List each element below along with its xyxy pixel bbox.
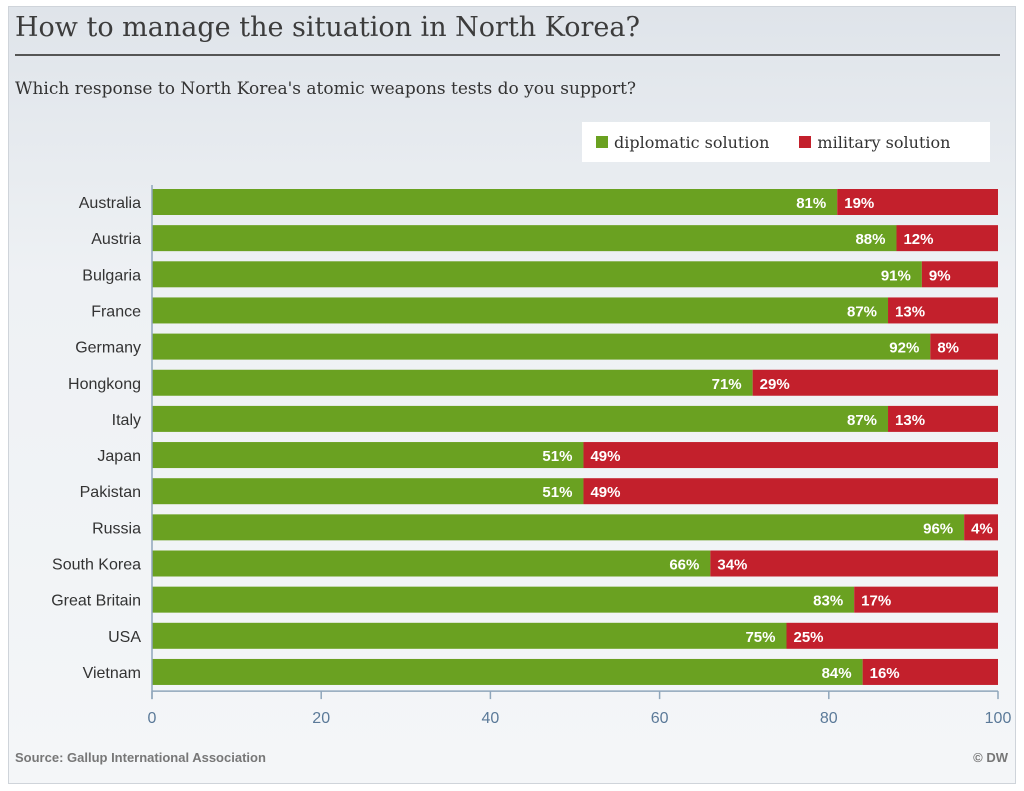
- bar-diplomatic: [152, 658, 863, 685]
- bar-diplomatic: [152, 550, 711, 577]
- data-label-diplomatic: 71%: [712, 376, 742, 393]
- bar-diplomatic: [152, 586, 855, 613]
- data-label-military: 13%: [895, 412, 925, 429]
- legend-swatch-military: [799, 136, 812, 148]
- bar-military: [862, 658, 998, 685]
- data-label-diplomatic: 51%: [542, 484, 572, 501]
- bar-military: [583, 442, 998, 469]
- data-label-military: 16%: [870, 665, 900, 682]
- bar-military: [854, 586, 998, 613]
- data-label-military: 25%: [794, 629, 824, 646]
- category-label: Russia: [92, 520, 141, 537]
- bar-military: [964, 514, 998, 541]
- bar-diplomatic: [152, 369, 753, 396]
- category-label: Pakistan: [80, 484, 141, 501]
- bar-military: [888, 405, 998, 432]
- bar-diplomatic: [152, 478, 584, 505]
- category-label: Great Britain: [51, 593, 141, 610]
- category-label: Japan: [97, 448, 141, 465]
- bar-diplomatic: [152, 189, 838, 215]
- bar-diplomatic: [152, 333, 931, 360]
- x-tick-label: 40: [482, 710, 500, 727]
- bar-military: [888, 297, 998, 324]
- data-label-military: 13%: [895, 303, 925, 320]
- bar-diplomatic: [152, 261, 922, 288]
- data-label-military: 49%: [590, 448, 620, 465]
- data-label-military: 12%: [903, 231, 933, 248]
- data-label-military: 19%: [844, 195, 874, 212]
- data-label-diplomatic: 87%: [847, 303, 877, 320]
- bar-diplomatic: [152, 225, 897, 252]
- data-label-diplomatic: 84%: [822, 665, 852, 682]
- title-divider: [15, 54, 1000, 56]
- bar-military: [583, 478, 998, 505]
- x-tick-label: 100: [985, 710, 1012, 727]
- copyright-credit: © DW: [973, 750, 1008, 765]
- data-label-diplomatic: 96%: [923, 520, 953, 537]
- data-label-diplomatic: 83%: [813, 593, 843, 610]
- data-label-diplomatic: 81%: [796, 195, 826, 212]
- bar-military: [896, 225, 998, 252]
- data-label-military: 29%: [760, 376, 790, 393]
- chart-subtitle: Which response to North Korea's atomic w…: [15, 79, 637, 99]
- bar-diplomatic: [152, 442, 584, 469]
- bar-diplomatic: [152, 622, 787, 649]
- legend-swatch-diplomatic: [596, 136, 608, 148]
- data-label-military: 49%: [590, 484, 620, 501]
- category-label: Hongkong: [68, 376, 141, 393]
- chart-title: How to manage the situation in North Kor…: [15, 12, 640, 43]
- bar-military: [930, 333, 998, 360]
- data-label-diplomatic: 91%: [881, 267, 911, 284]
- bar-military: [786, 622, 998, 649]
- bar-diplomatic: [152, 297, 889, 324]
- data-label-diplomatic: 51%: [542, 448, 572, 465]
- category-label: USA: [108, 629, 141, 646]
- data-label-diplomatic: 66%: [669, 557, 699, 574]
- data-label-diplomatic: 87%: [847, 412, 877, 429]
- x-tick-label: 0: [148, 710, 157, 727]
- data-label-military: 17%: [861, 593, 891, 610]
- category-label: South Korea: [52, 557, 141, 574]
- category-label: Italy: [112, 412, 141, 429]
- x-tick-label: 20: [312, 710, 330, 727]
- category-label: Bulgaria: [82, 267, 141, 284]
- data-label-military: 4%: [971, 520, 993, 537]
- data-label-military: 8%: [937, 340, 959, 357]
- x-tick-label: 80: [820, 710, 838, 727]
- bar-military: [710, 550, 998, 577]
- chart-legend: diplomatic solution military solution: [582, 122, 990, 162]
- data-label-diplomatic: 88%: [855, 231, 885, 248]
- legend-label-military: military solution: [817, 132, 951, 152]
- bar-diplomatic: [152, 514, 965, 541]
- category-label: Vietnam: [83, 665, 141, 682]
- bar-military: [752, 369, 998, 396]
- source-note: Source: Gallup International Association: [15, 750, 266, 765]
- data-label-military: 34%: [717, 557, 747, 574]
- legend-item-military: military solution: [799, 133, 950, 152]
- category-label: Germany: [75, 340, 141, 357]
- category-label: Australia: [79, 195, 141, 212]
- data-label-diplomatic: 92%: [889, 340, 919, 357]
- data-label-military: 9%: [929, 267, 951, 284]
- data-label-diplomatic: 75%: [745, 629, 775, 646]
- bar-diplomatic: [152, 405, 889, 432]
- bar-military: [837, 189, 998, 215]
- x-tick-label: 60: [651, 710, 669, 727]
- legend-item-diplomatic: diplomatic solution: [596, 133, 769, 152]
- legend-label-diplomatic: diplomatic solution: [614, 132, 770, 152]
- category-label: Austria: [91, 231, 141, 248]
- category-label: France: [91, 303, 141, 320]
- bar-military: [921, 261, 998, 288]
